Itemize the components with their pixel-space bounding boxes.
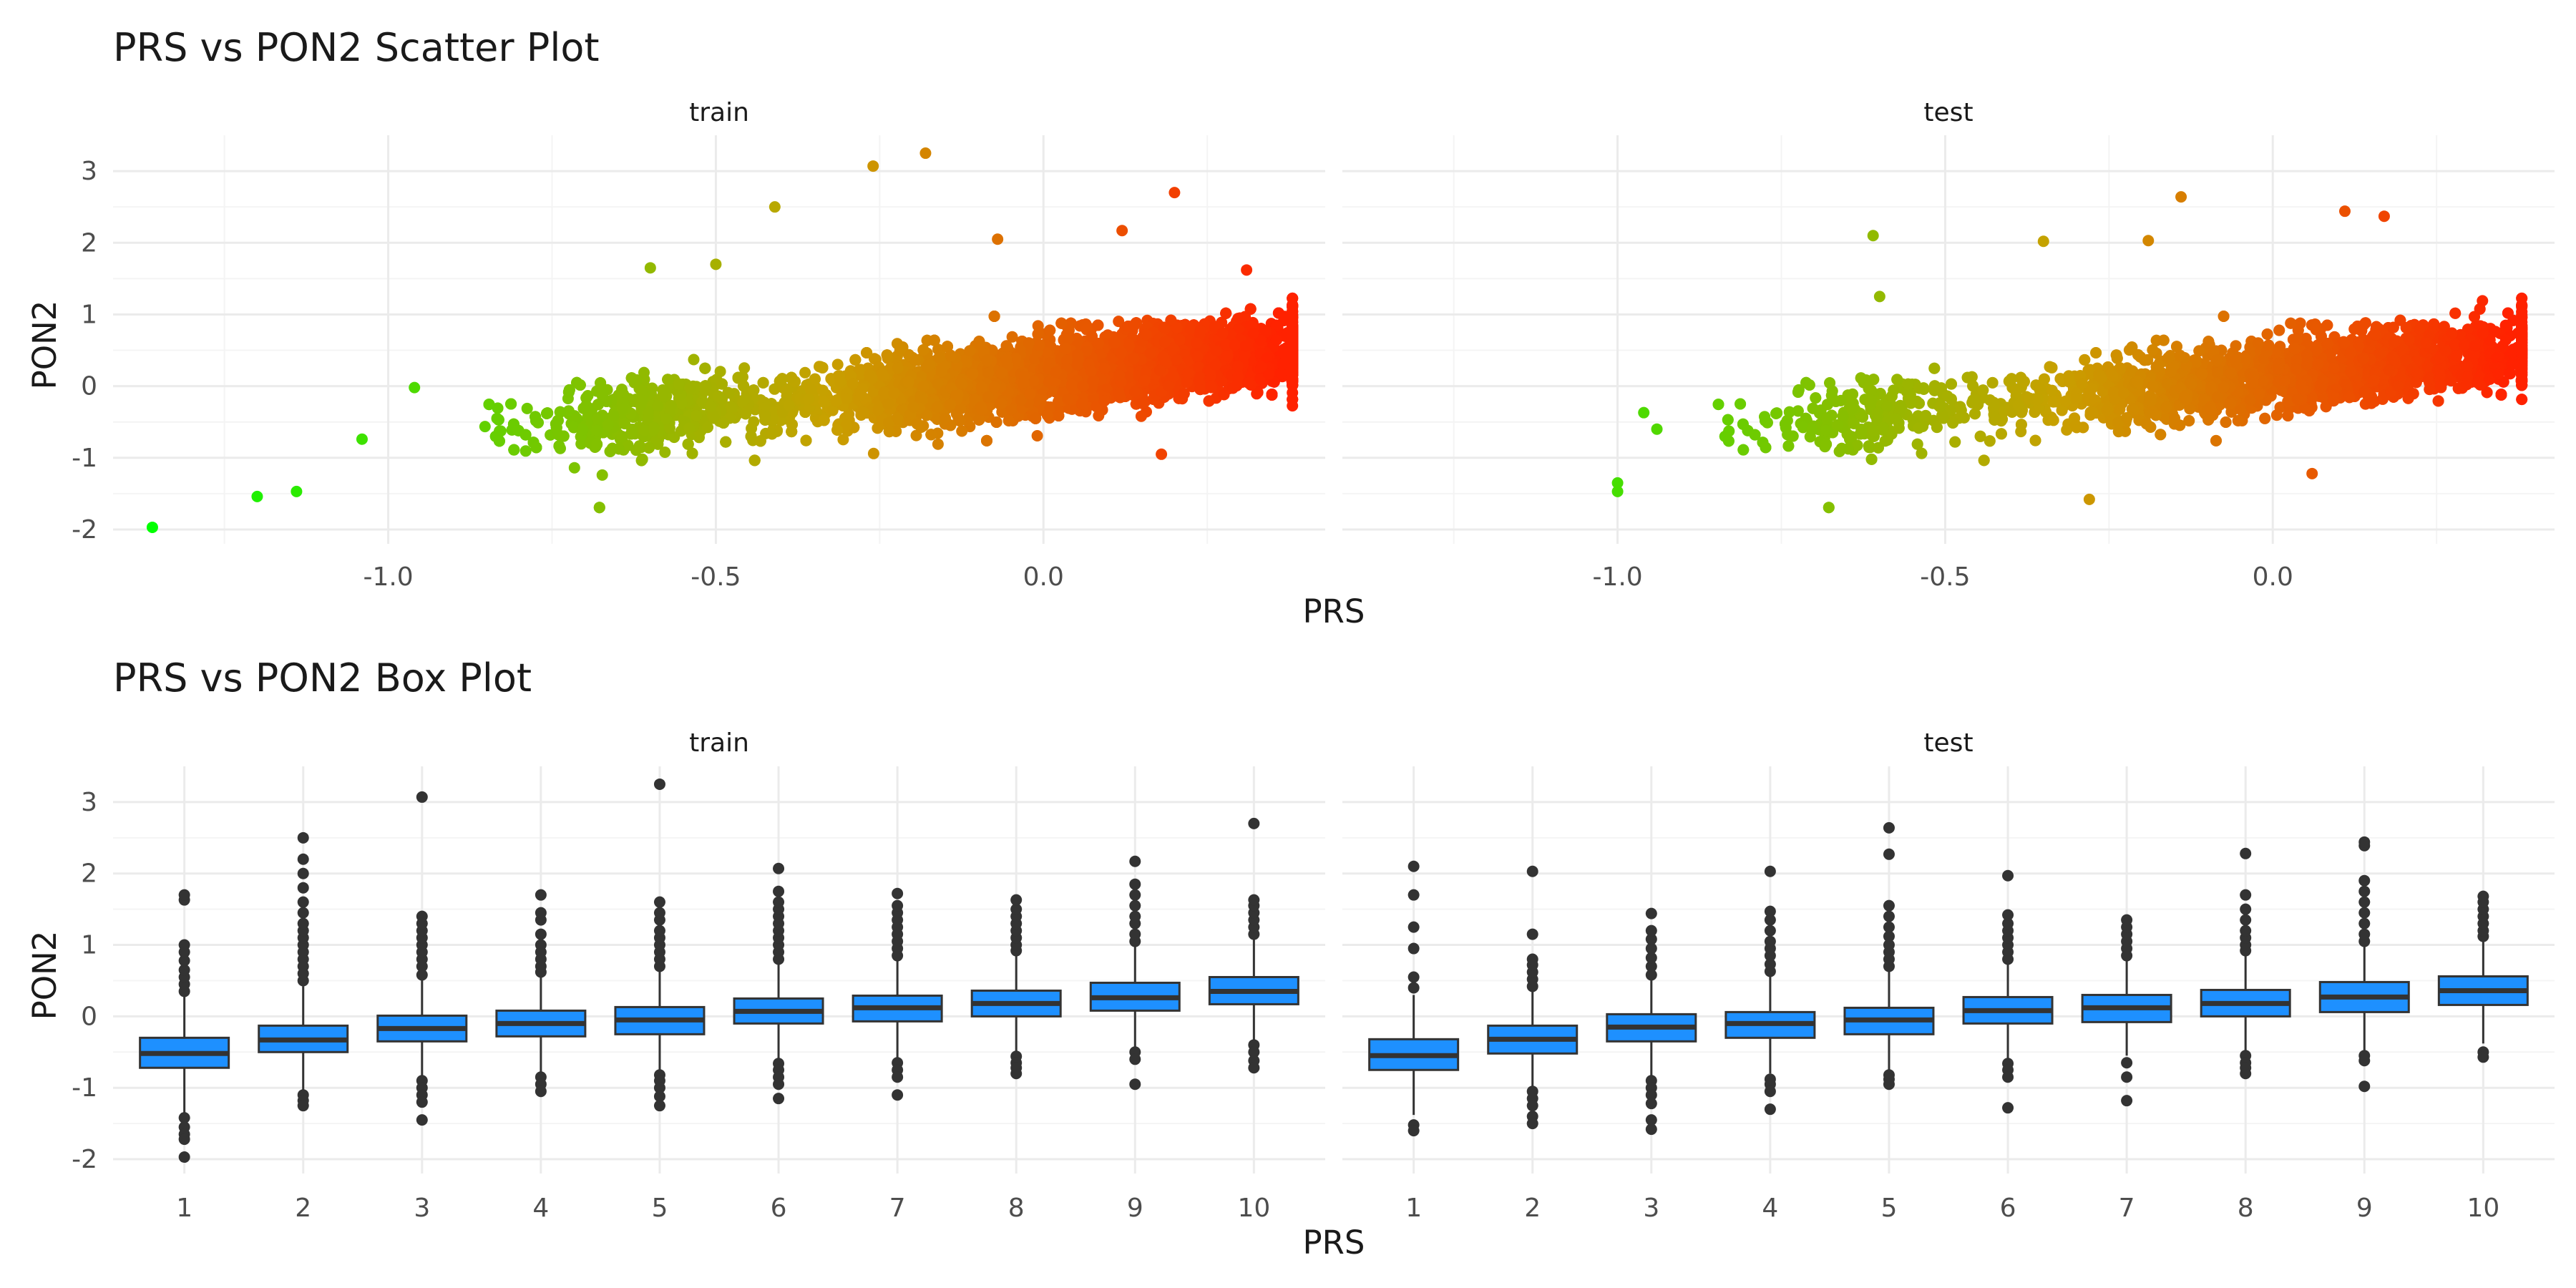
scatter-point	[1031, 430, 1043, 441]
scatter-point	[932, 438, 944, 450]
scatter-points-train	[146, 147, 1299, 533]
scatter-point	[492, 402, 504, 414]
scatter-point	[867, 447, 879, 459]
scatter-title: PRS vs PON2 Scatter Plot	[113, 25, 600, 70]
scatter-point	[837, 434, 849, 446]
scatter-point	[479, 421, 491, 433]
scatter-point	[688, 353, 700, 366]
scatter-point	[799, 366, 811, 379]
scatter-point	[1032, 320, 1044, 332]
scatter-point	[596, 469, 608, 481]
scatter-point	[956, 425, 968, 437]
scatter-strip-train: train	[689, 98, 749, 127]
scatter-point	[738, 362, 751, 374]
scatter-point	[831, 358, 844, 371]
scatter-point	[1135, 410, 1147, 422]
scatter-grid-train	[113, 135, 1325, 544]
scatter-point	[519, 445, 532, 457]
scatter-point	[1006, 331, 1018, 343]
scatter-point	[1113, 316, 1125, 328]
scatter-strip-test: test	[1923, 98, 1973, 127]
scatter-point	[568, 462, 580, 474]
scatter-point	[910, 429, 922, 441]
scatter-point	[1093, 410, 1105, 421]
scatter-point	[748, 416, 760, 428]
scatter-point	[521, 402, 533, 414]
scatter-point	[659, 447, 671, 458]
